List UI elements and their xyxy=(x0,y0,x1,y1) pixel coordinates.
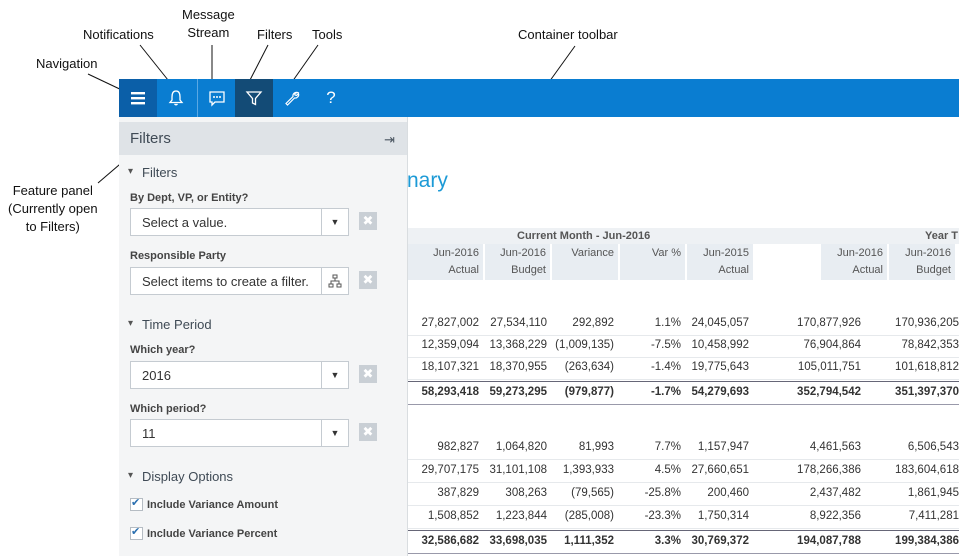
dept-select[interactable]: Select a value. ▼ xyxy=(130,208,349,236)
report-area: nary Current Month - Jun-2016 Year T Jun… xyxy=(407,117,959,556)
callout-message-stream: Message Stream xyxy=(182,6,235,42)
section-label: Display Options xyxy=(142,469,234,484)
callout-message-line1: Message xyxy=(182,7,235,22)
dept-label: By Dept, VP, or Entity? xyxy=(130,192,249,204)
caret-down-icon[interactable]: ▼ xyxy=(321,362,348,388)
panel-header: Filters ⇥ xyxy=(119,122,407,155)
table-row: 387,829 308,263 (79,565) -25.8% 200,460 2,437… xyxy=(407,483,959,506)
party-select-value: Select items to create a filter. xyxy=(142,274,309,289)
container-toolbar: ? xyxy=(119,79,959,117)
column-header[interactable]: Variance xyxy=(552,244,618,280)
callout-feature-line2: (Currently open xyxy=(8,201,98,216)
table-total-row: 32,586,682 33,698,035 1,111,352 3.3% 30,769,… xyxy=(407,530,959,554)
wrench-icon xyxy=(285,91,300,106)
filters-feature-panel: Filters ⇥ ▾ Filters By Dept, VP, or Enti… xyxy=(119,117,408,556)
callout-message-line2: Stream xyxy=(187,25,230,40)
callout-notifications: Notifications xyxy=(83,27,154,42)
column-header[interactable]: Jun-2016 Budget xyxy=(485,244,550,280)
table-row: 18,107,321 18,370,955 (263,634) -1.4% 19,775… xyxy=(407,357,959,380)
chat-icon xyxy=(209,91,225,107)
navigation-button[interactable] xyxy=(119,79,157,117)
table-row: 27,827,002 27,534,110 292,892 1.1% 24,045,05… xyxy=(407,313,959,336)
section-display-options[interactable]: ▾ Display Options xyxy=(119,461,407,491)
callout-feature-panel: Feature panel (Currently open to Filters… xyxy=(8,182,98,236)
filter-icon xyxy=(245,91,263,106)
checkbox-checked-icon[interactable] xyxy=(130,525,143,540)
section-filters[interactable]: ▾ Filters xyxy=(119,157,407,187)
table-total-row: 58,293,418 59,273,295 (979,877) -1.7% 54,279… xyxy=(407,381,959,405)
year-select[interactable]: 2016 ▼ xyxy=(130,361,349,389)
column-header[interactable]: Jun-2016 Actual xyxy=(407,244,483,280)
period-label: Which period? xyxy=(130,403,207,415)
help-icon: ? xyxy=(326,88,336,107)
checkbox-label: Include Variance Amount xyxy=(147,498,279,511)
menu-icon xyxy=(131,92,145,105)
party-label: Responsible Party xyxy=(130,250,226,262)
callout-feature-line3: to Filters) xyxy=(25,219,80,234)
tools-button[interactable] xyxy=(273,79,311,117)
year-select-value: 2016 xyxy=(142,368,171,383)
variance-percent-checkbox[interactable]: Include Variance Percent xyxy=(130,525,278,540)
chevron-down-icon: ▾ xyxy=(128,470,134,481)
message-stream-button[interactable] xyxy=(197,79,236,117)
party-select[interactable]: Select items to create a filter. xyxy=(130,267,349,295)
period-select[interactable]: 11 ▼ xyxy=(130,419,349,447)
section-time-period[interactable]: ▾ Time Period xyxy=(119,309,407,339)
clear-icon[interactable]: ✖ xyxy=(359,365,377,383)
column-header[interactable]: Jun-2016 Budget xyxy=(889,244,955,280)
callout-feature-line1: Feature panel xyxy=(12,183,93,198)
hierarchy-icon[interactable] xyxy=(321,268,348,294)
period-select-value: 11 xyxy=(142,426,156,441)
variance-amount-checkbox[interactable]: Include Variance Amount xyxy=(130,496,279,511)
column-group-header: Current Month - Jun-2016 Year T xyxy=(407,228,959,244)
chevron-down-icon: ▾ xyxy=(128,318,134,329)
table-row: 12,359,094 13,368,229 (1,009,135) -7.5% 10,4… xyxy=(407,335,959,358)
caret-down-icon[interactable]: ▼ xyxy=(321,420,348,446)
section-label: Filters xyxy=(142,165,178,180)
table-row: 29,707,175 31,101,108 1,393,933 4.5% 27,660,… xyxy=(407,460,959,483)
column-header[interactable]: Var % xyxy=(620,244,685,280)
callout-container-toolbar: Container toolbar xyxy=(518,27,618,42)
help-button[interactable]: ? xyxy=(312,79,350,117)
column-header[interactable]: Jun-2015 Actual xyxy=(687,244,753,280)
dept-select-value: Select a value. xyxy=(142,215,228,230)
clear-icon[interactable]: ✖ xyxy=(359,271,377,289)
bell-icon xyxy=(168,90,184,106)
checkbox-checked-icon[interactable] xyxy=(130,496,143,511)
column-headers: Jun-2016 Actual Jun-2016 Budget Variance V… xyxy=(407,244,959,280)
table-row: 1,508,852 1,223,844 (285,008) -23.3% 1,750,3… xyxy=(407,506,959,529)
table-row: 982,827 1,064,820 81,993 7.7% 1,157,947 4,461… xyxy=(407,437,959,460)
pin-icon[interactable]: ⇥ xyxy=(384,132,395,147)
callout-navigation: Navigation xyxy=(36,56,98,71)
caret-down-icon[interactable]: ▼ xyxy=(321,209,348,235)
notifications-button[interactable] xyxy=(157,79,195,117)
group-current-month: Current Month - Jun-2016 xyxy=(517,230,651,242)
clear-icon[interactable]: ✖ xyxy=(359,423,377,441)
group-year-to-date: Year T xyxy=(925,230,959,242)
section-label: Time Period xyxy=(142,317,212,332)
year-label: Which year? xyxy=(130,344,196,356)
panel-title: Filters xyxy=(130,130,171,147)
report-title: nary xyxy=(407,169,448,192)
callout-tools: Tools xyxy=(312,27,343,42)
filters-button[interactable] xyxy=(235,79,273,117)
callout-filters: Filters xyxy=(257,27,293,42)
chevron-down-icon: ▾ xyxy=(128,166,134,177)
checkbox-label: Include Variance Percent xyxy=(147,527,278,540)
column-header[interactable]: Jun-2016 Actual xyxy=(821,244,887,280)
clear-icon[interactable]: ✖ xyxy=(359,212,377,230)
